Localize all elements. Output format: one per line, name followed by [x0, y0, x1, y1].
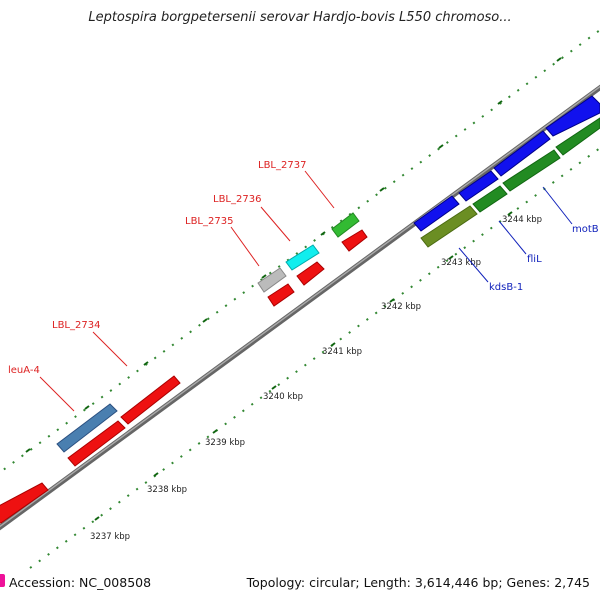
- outer-ruler: [0, 29, 600, 474]
- gene-label-LBL_2734: LBL_2734: [52, 320, 100, 331]
- kbp-label-3240: 3240 kbp: [263, 392, 303, 402]
- gene-reverse-green[interactable]: [555, 117, 600, 156]
- gene-feature[interactable]: [67, 420, 126, 467]
- forward-label-leaders: [39, 170, 335, 412]
- gene-LBL_2736[interactable]: [285, 244, 320, 271]
- inner-ruler: [29, 147, 600, 569]
- inner-ticks: [94, 211, 513, 521]
- accession-marker-icon: [0, 574, 5, 587]
- map-title: Leptospira borgpetersenii serovar Hardjo…: [88, 10, 512, 25]
- topology-label: Topology: circular; Length: 3,614,446 bp…: [246, 575, 590, 590]
- gene-label-LBL_2737: LBL_2737: [258, 160, 306, 171]
- gene-label-LBL_2735: LBL_2735: [185, 216, 233, 227]
- gene-feature[interactable]: [296, 261, 325, 286]
- gene-motB[interactable]: [545, 95, 600, 137]
- gene-label-fliL: fliL: [527, 254, 542, 265]
- map-footer: Accession: NC_008508 Topology: circular;…: [0, 572, 600, 594]
- gene-LBL_2737[interactable]: [331, 212, 360, 238]
- gene-feature[interactable]: [341, 229, 368, 252]
- kbp-label-3243: 3243 kbp: [441, 258, 481, 268]
- gene-reverse-blue[interactable]: [458, 170, 499, 202]
- genome-backbone: [0, 84, 600, 531]
- gene-feature[interactable]: [0, 482, 49, 524]
- gene-leuA-4[interactable]: [56, 403, 118, 453]
- genome-backbone-highlight: [0, 85, 600, 528]
- gene-kdsB-1[interactable]: [420, 205, 478, 248]
- kbp-label-3239: 3239 kbp: [205, 438, 245, 448]
- gene-label-LBL_2736: LBL_2736: [213, 194, 261, 205]
- accession-label: Accession: NC_008508: [9, 575, 152, 590]
- gene-feature[interactable]: [120, 375, 181, 425]
- gene-label-leuA-4: leuA-4: [8, 365, 40, 376]
- gene-reverse-blue[interactable]: [493, 130, 551, 177]
- gene-LBL_2735[interactable]: [257, 267, 287, 293]
- gene-label-kdsB-1: kdsB-1: [489, 282, 523, 293]
- kbp-label-3237: 3237 kbp: [90, 532, 130, 542]
- gene-fliL[interactable]: [472, 185, 508, 213]
- outer-ticks: [25, 57, 562, 453]
- gene-reverse-green[interactable]: [502, 149, 561, 192]
- kbp-label-3242: 3242 kbp: [381, 302, 421, 312]
- reverse-label-leaders: [458, 186, 573, 283]
- gene-feature[interactable]: [267, 283, 295, 307]
- gene-reverse-blue[interactable]: [413, 195, 460, 232]
- kbp-label-3238: 3238 kbp: [147, 485, 187, 495]
- kbp-label-3244: 3244 kbp: [502, 215, 542, 225]
- gene-label-motB: motB: [572, 224, 599, 235]
- kbp-label-3241: 3241 kbp: [322, 347, 362, 357]
